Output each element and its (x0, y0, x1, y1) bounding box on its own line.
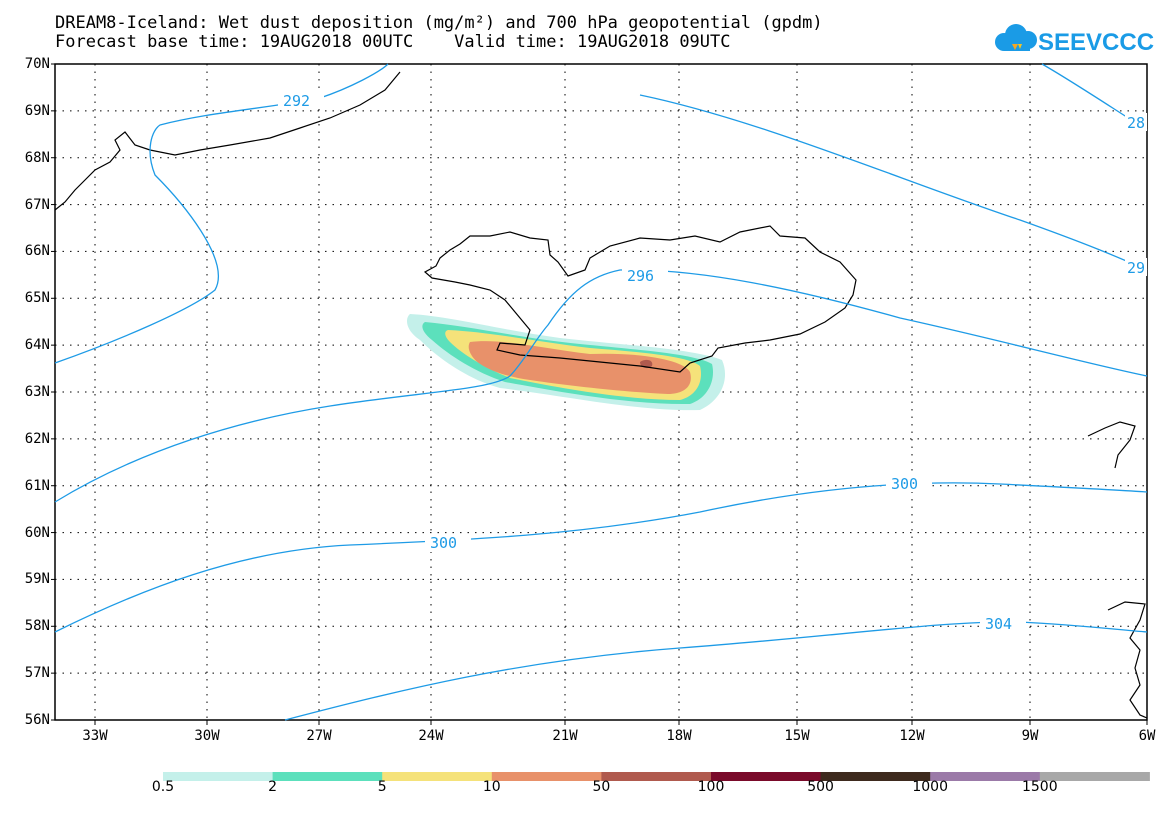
legend-label: 1000 (912, 779, 948, 795)
lon-label: 15W (784, 728, 810, 744)
map-title: DREAM8-Iceland: Wet dust deposition (mg/… (55, 13, 823, 33)
contour-292-a (54, 63, 389, 364)
scotland-coast (1107, 601, 1148, 719)
lon-label: 18W (666, 728, 692, 744)
contour-labels: 292 296 300 300 304 28 29 (278, 91, 1147, 633)
contour-label-296: 296 (627, 267, 654, 285)
contour-296 (54, 269, 1148, 503)
legend-swatch (382, 772, 493, 781)
contour-304 (284, 621, 1148, 721)
legend-label: 0.5 (151, 779, 175, 795)
contour-29x (639, 94, 1148, 271)
coastlines (54, 71, 1148, 719)
lat-label: 63N (24, 384, 50, 400)
lat-label: 59N (24, 571, 50, 588)
lat-label: 69N (24, 102, 50, 119)
lat-label: 58N (24, 618, 50, 635)
cloud-icon (995, 24, 1037, 51)
lat-label: 67N (24, 196, 50, 213)
dust-deposition-field (407, 314, 726, 411)
lat-label: 66N (24, 243, 50, 260)
contour-label-292: 292 (283, 92, 310, 110)
map-subtitle: Forecast base time: 19AUG2018 00UTC Vali… (55, 32, 731, 52)
legend-label: 500 (807, 779, 834, 795)
lat-label: 62N (24, 430, 50, 447)
legend-label: 5 (377, 779, 387, 795)
legend-swatch (601, 772, 712, 781)
legend-swatch (930, 772, 1041, 781)
contour-label-300-b: 300 (891, 475, 918, 493)
legend-label: 1500 (1021, 779, 1058, 795)
lon-label: 33W (82, 728, 108, 744)
lon-label: 24W (418, 728, 444, 744)
contour-label-28: 28 (1127, 114, 1145, 132)
lon-label: 27W (306, 728, 332, 744)
legend-label: 100 (697, 779, 725, 795)
contour-label-29: 29 (1127, 259, 1145, 277)
legend-swatch (272, 772, 383, 781)
geopotential-contours (54, 63, 1148, 721)
contour-label-304: 304 (985, 615, 1012, 633)
lat-label: 65N (24, 290, 50, 307)
lat-label: 56N (24, 712, 50, 728)
greenland-coast (54, 71, 401, 211)
legend-swatch (1039, 772, 1150, 781)
lon-label: 9W (1021, 728, 1039, 744)
seevccc-logo: SEEVCCC (995, 24, 1154, 56)
legend-color-bar (163, 772, 1150, 781)
faroe-coast (1087, 421, 1136, 469)
legend-swatch (163, 772, 274, 781)
legend-swatch (491, 772, 602, 781)
legend-swatch (711, 772, 822, 781)
lat-label: 60N (24, 524, 50, 541)
legend-swatch (820, 772, 931, 781)
lon-label: 21W (552, 728, 578, 744)
lat-label: 61N (24, 477, 50, 494)
legend-label: 2 (268, 779, 278, 795)
lat-label: 68N (24, 149, 50, 166)
legend-label: 10 (482, 779, 501, 795)
dust-band-10 (468, 341, 691, 394)
axis-ticks (51, 63, 1148, 725)
lat-label: 57N (24, 665, 50, 682)
lon-label: 6W (1138, 728, 1156, 744)
logo-text: SEEVCCC (1038, 29, 1154, 56)
lon-label: 30W (194, 728, 220, 744)
lon-label: 12W (899, 728, 925, 744)
iceland-coast (423, 225, 857, 373)
contour-label-300-a: 300 (430, 534, 457, 552)
contour-300-a (54, 482, 1148, 633)
lat-label: 70N (24, 56, 50, 72)
legend-label: 50 (592, 779, 611, 795)
lat-label: 64N (24, 337, 50, 354)
